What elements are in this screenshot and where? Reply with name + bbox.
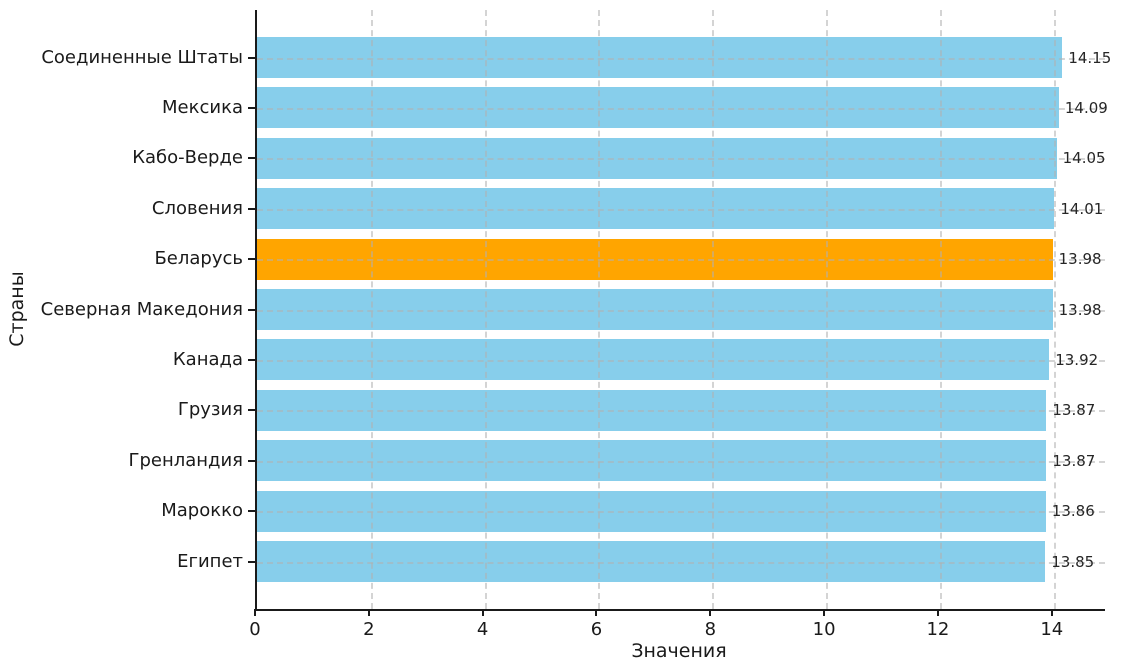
y-tick-mark bbox=[248, 560, 255, 563]
value-label: 13.87 bbox=[1052, 451, 1096, 470]
y-tick-label: Кабо-Верде bbox=[132, 147, 243, 169]
y-tick-mark bbox=[248, 157, 255, 160]
x-tick-label: 10 bbox=[812, 619, 836, 640]
horizontal-gridline bbox=[257, 410, 1105, 413]
x-tick-label: 8 bbox=[704, 619, 717, 640]
horizontal-gridline bbox=[257, 208, 1105, 211]
value-label: 13.92 bbox=[1055, 350, 1099, 369]
y-tick-mark bbox=[248, 510, 255, 513]
horizontal-gridline bbox=[257, 57, 1105, 60]
y-tick-mark bbox=[248, 207, 255, 210]
y-tick-label: Беларусь bbox=[154, 248, 243, 270]
y-tick-mark bbox=[248, 56, 255, 59]
x-tick-mark bbox=[595, 609, 598, 616]
y-tick-label: Соединенные Штаты bbox=[41, 46, 243, 68]
x-tick-mark bbox=[1050, 609, 1053, 616]
value-label: 14.01 bbox=[1060, 199, 1104, 218]
x-tick-mark bbox=[709, 609, 712, 616]
y-tick-mark bbox=[248, 106, 255, 109]
value-label: 13.85 bbox=[1051, 552, 1095, 571]
value-label: 13.86 bbox=[1051, 502, 1095, 521]
horizontal-gridline bbox=[257, 259, 1105, 262]
y-tick-label: Египет bbox=[177, 550, 243, 572]
x-tick-label: 2 bbox=[363, 619, 375, 640]
horizontal-gridline bbox=[257, 460, 1105, 463]
x-tick-label: 12 bbox=[926, 619, 950, 640]
x-axis-title: Значения bbox=[631, 640, 727, 662]
y-tick-label: Словения bbox=[151, 197, 243, 219]
value-label: 14.09 bbox=[1064, 98, 1108, 117]
y-tick-label: Гренландия bbox=[128, 449, 243, 471]
y-tick-mark bbox=[248, 459, 255, 462]
x-tick-mark bbox=[936, 609, 939, 616]
y-tick-mark bbox=[248, 409, 255, 412]
y-tick-label: Грузия bbox=[177, 399, 243, 421]
horizontal-gridline bbox=[257, 359, 1105, 362]
x-tick-mark bbox=[254, 609, 256, 616]
x-tick-label: 14 bbox=[1040, 619, 1064, 640]
x-tick-label: 0 bbox=[249, 619, 261, 640]
x-tick-mark bbox=[823, 609, 826, 616]
y-tick-label: Марокко bbox=[161, 500, 243, 522]
horizontal-gridline bbox=[257, 309, 1105, 312]
value-label: 13.87 bbox=[1052, 401, 1096, 420]
horizontal-gridline bbox=[257, 158, 1105, 161]
y-tick-label: Мексика bbox=[162, 96, 243, 118]
horizontal-gridline bbox=[257, 511, 1105, 514]
plot-area: 14.15 14.09 14.05 14.01 13.98 13.98 13.92 13.87… bbox=[255, 10, 1111, 611]
horizontal-gridline bbox=[257, 561, 1105, 564]
x-tick-label: 6 bbox=[590, 619, 603, 640]
value-label: 14.15 bbox=[1068, 48, 1112, 67]
value-label: 13.98 bbox=[1058, 250, 1102, 269]
y-tick-mark bbox=[248, 358, 255, 361]
y-tick-mark bbox=[248, 258, 255, 261]
horizontal-gridline bbox=[257, 107, 1105, 110]
x-tick-label: 4 bbox=[476, 619, 489, 640]
x-tick-mark bbox=[481, 609, 484, 616]
value-label: 14.05 bbox=[1062, 149, 1106, 168]
y-tick-label: Канада bbox=[172, 348, 243, 370]
y-tick-label: Северная Македония bbox=[40, 298, 243, 320]
y-tick-mark bbox=[248, 308, 255, 311]
x-tick-mark bbox=[367, 609, 370, 616]
value-label: 13.98 bbox=[1058, 300, 1102, 319]
